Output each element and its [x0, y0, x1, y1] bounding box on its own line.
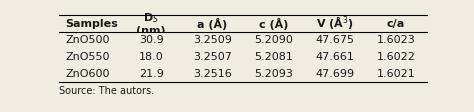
Text: Source: The autors.: Source: The autors. [59, 86, 155, 96]
